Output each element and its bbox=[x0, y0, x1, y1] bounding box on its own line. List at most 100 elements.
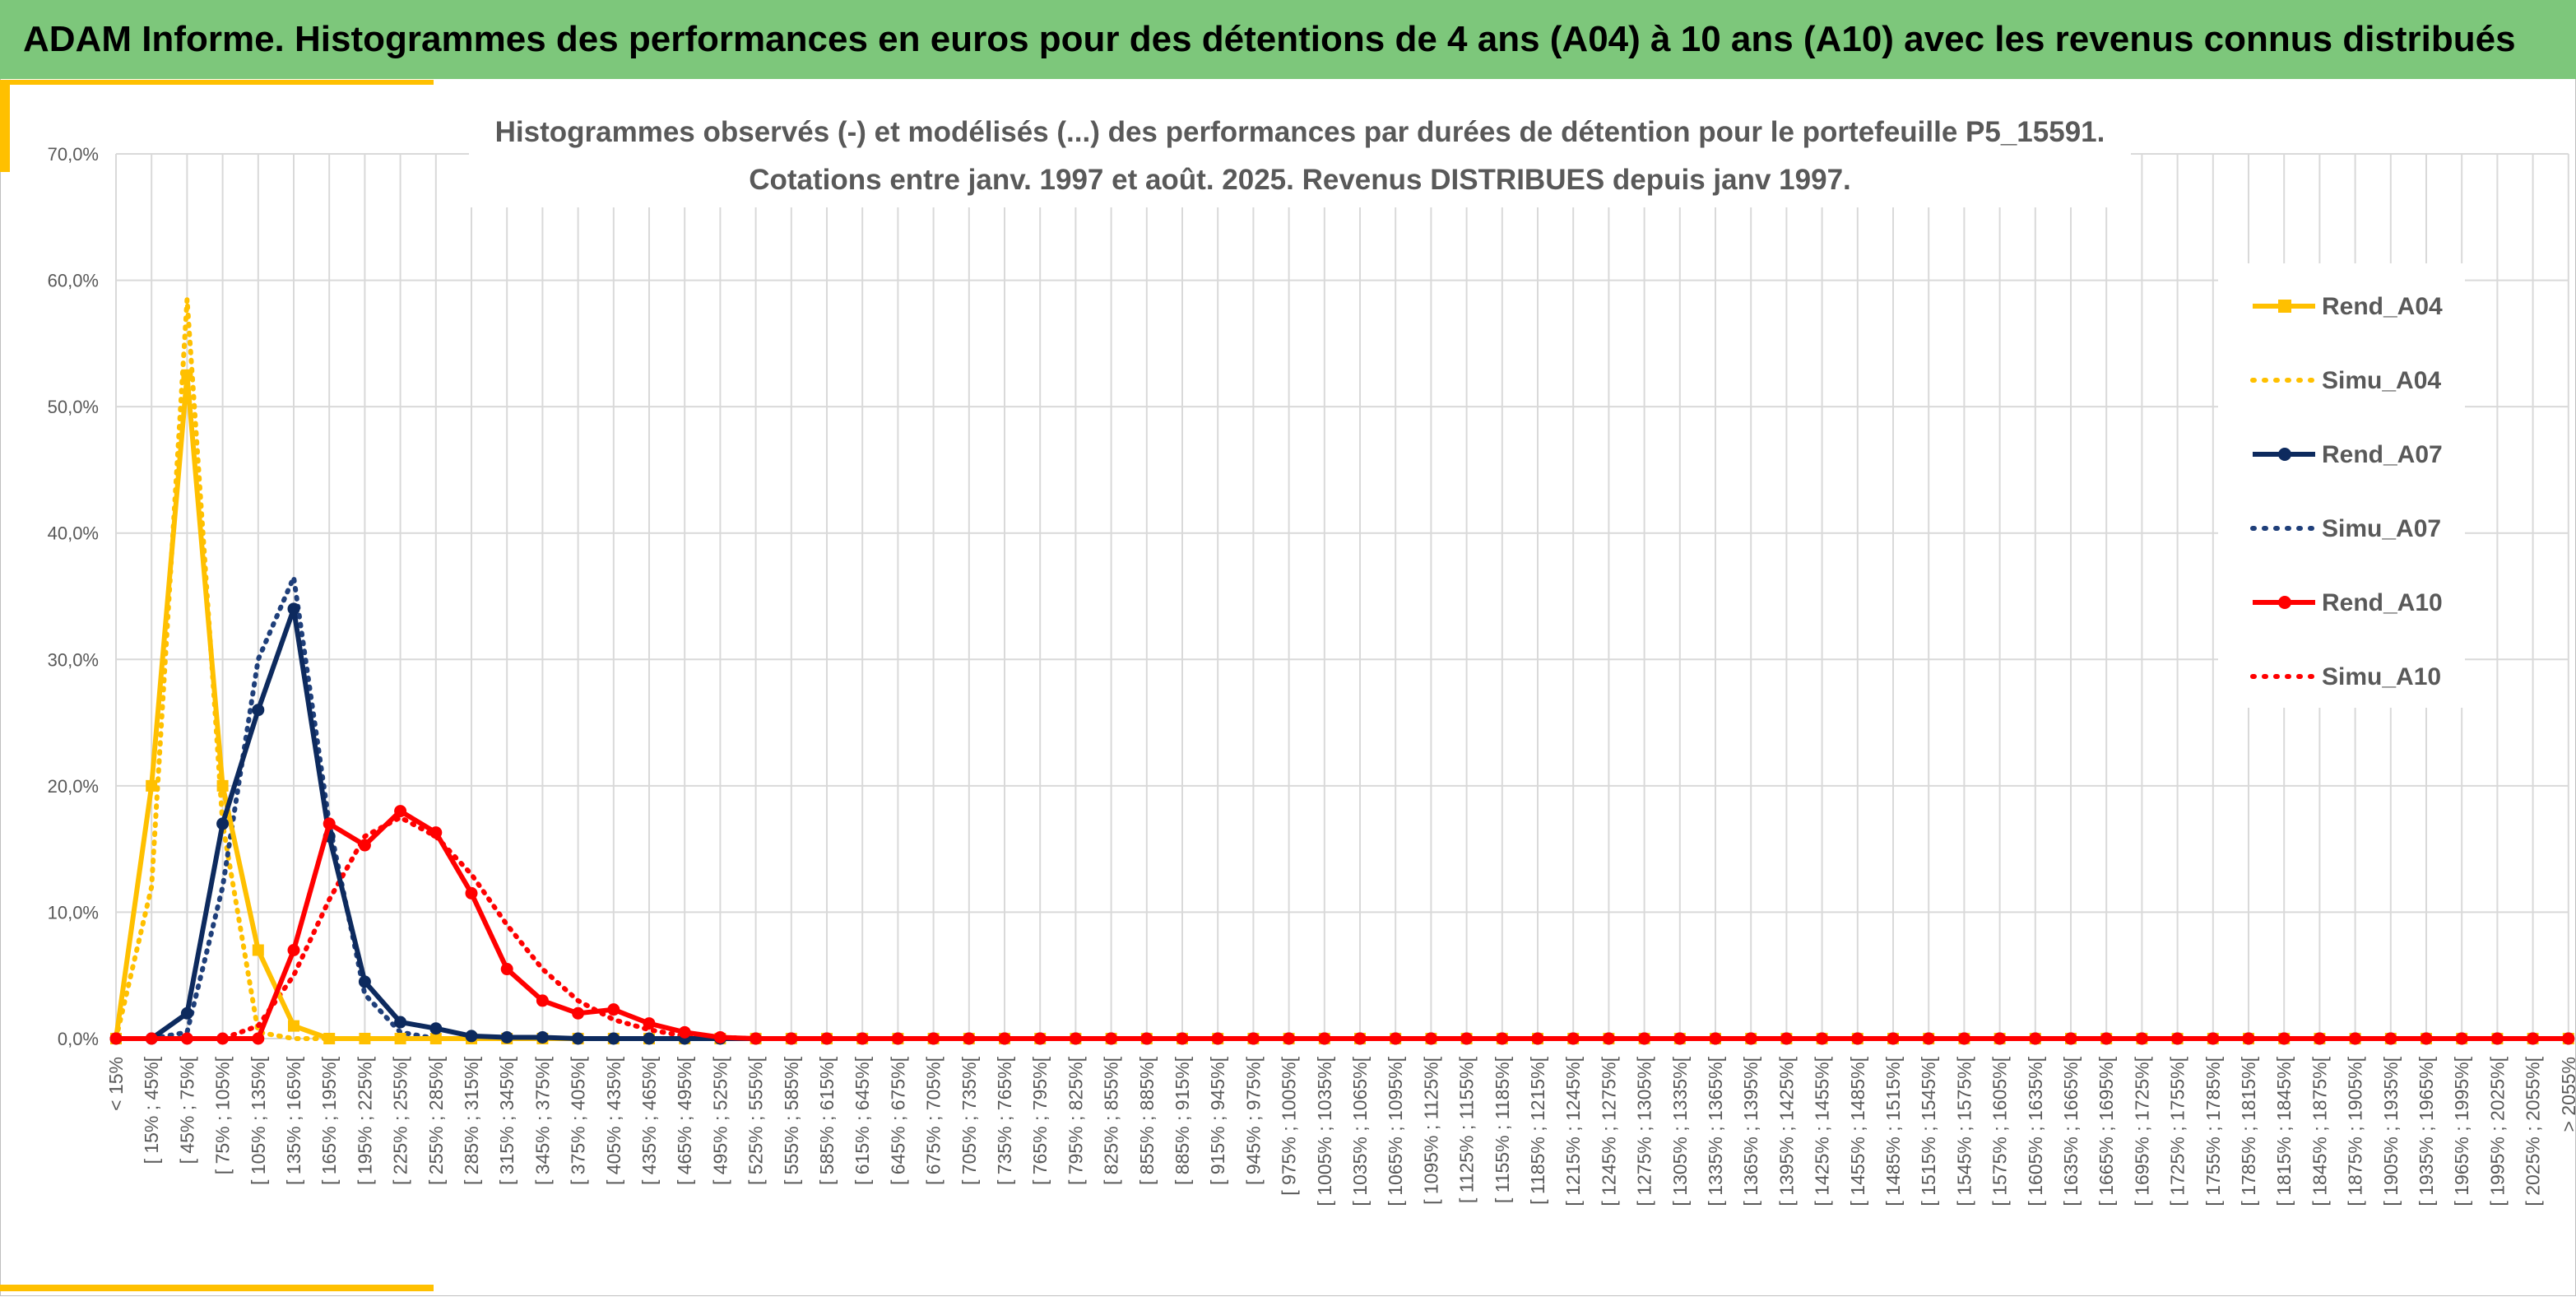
data-point bbox=[429, 826, 443, 839]
x-tick-label: [ 555% ; 585%[ bbox=[781, 1056, 802, 1185]
x-tick-label: [ 15% ; 45%[ bbox=[141, 1056, 162, 1164]
series-line bbox=[114, 296, 2571, 1041]
x-tick-label: [ 75% ; 105%[ bbox=[212, 1056, 234, 1174]
data-point bbox=[1176, 1032, 1189, 1045]
x-tick-label: [ 1095% ; 1125%[ bbox=[1420, 1056, 1441, 1204]
data-point bbox=[536, 994, 549, 1007]
data-point bbox=[2135, 1032, 2148, 1045]
x-tick-label: [ 285% ; 315%[ bbox=[461, 1056, 482, 1185]
legend-label: Simu_A04 bbox=[2322, 367, 2441, 394]
x-tick-label: [ 1755% ; 1785%[ bbox=[2202, 1056, 2224, 1206]
x-axis-ticks: < 15% [ 15% ; 45%[[ 45% ; 75%[[ 75% ; 105… bbox=[105, 1056, 2576, 1206]
data-point bbox=[287, 602, 300, 616]
data-point bbox=[2029, 1032, 2042, 1045]
x-tick-label: [ 405% ; 435%[ bbox=[603, 1056, 624, 1185]
data-point bbox=[252, 1032, 265, 1045]
x-tick-label: [ 1395% ; 1425%[ bbox=[1775, 1056, 1797, 1206]
data-point bbox=[323, 817, 336, 830]
legend-marker bbox=[2278, 596, 2291, 609]
data-point bbox=[678, 1025, 691, 1039]
y-tick-label: 60,0% bbox=[48, 271, 99, 291]
series-line bbox=[116, 606, 2569, 1041]
x-tick-label: [ 1455% ; 1485%[ bbox=[1847, 1056, 1868, 1206]
x-tick-label: < 15% bbox=[105, 1057, 127, 1111]
x-tick-label: [ 375% ; 405%[ bbox=[568, 1056, 589, 1185]
data-point bbox=[927, 1032, 940, 1045]
data-point bbox=[1069, 1032, 1082, 1045]
data-point bbox=[2349, 1032, 2362, 1045]
data-point bbox=[1709, 1032, 1722, 1045]
data-point bbox=[2420, 1032, 2433, 1045]
data-point bbox=[394, 1016, 407, 1029]
x-tick-label: [ 1635% ; 1665%[ bbox=[2060, 1056, 2082, 1206]
y-tick-label: 70,0% bbox=[48, 144, 99, 165]
x-tick-label: [ 315% ; 345%[ bbox=[496, 1056, 518, 1185]
data-point bbox=[1993, 1032, 2007, 1045]
data-point bbox=[713, 1030, 726, 1044]
x-tick-label: [ 1125% ; 1155%[ bbox=[1456, 1056, 1478, 1203]
x-tick-label: [ 225% ; 255%[ bbox=[390, 1056, 411, 1185]
legend-label: Rend_A07 bbox=[2322, 441, 2443, 468]
series-line bbox=[114, 815, 2571, 1041]
x-tick-label: [ 1695% ; 1725%[ bbox=[2131, 1056, 2152, 1206]
data-point bbox=[323, 1033, 336, 1044]
y-tick-label: 30,0% bbox=[48, 649, 99, 670]
x-tick-label: [ 945% ; 975%[ bbox=[1242, 1056, 1264, 1185]
gridlines bbox=[115, 153, 2569, 1039]
data-point bbox=[2171, 1032, 2184, 1045]
data-point bbox=[216, 1032, 230, 1045]
data-point bbox=[1496, 1032, 1509, 1045]
x-tick-label: [ 825% ; 855%[ bbox=[1101, 1056, 1122, 1185]
data-point bbox=[358, 839, 371, 852]
data-point bbox=[216, 817, 230, 830]
data-point bbox=[1353, 1032, 1367, 1045]
x-tick-label: [ 1665% ; 1695%[ bbox=[2096, 1056, 2117, 1206]
data-point bbox=[2527, 1032, 2540, 1045]
y-axis-ticks: 0,0% 10,0% 20,0% 30,0% 40,0% 50,0% 60,0% 70,0% bbox=[48, 144, 99, 1049]
x-tick-label: [ 675% ; 705%[ bbox=[923, 1056, 945, 1185]
x-tick-label: [ 1005% ; 1035%[ bbox=[1314, 1056, 1335, 1206]
legend-marker bbox=[2278, 300, 2291, 313]
x-tick-label: [ 525% ; 555%[ bbox=[745, 1056, 767, 1185]
data-point bbox=[891, 1032, 904, 1045]
chart-title: Histogrammes observés (-) et modélisés (… bbox=[495, 116, 2105, 148]
data-point bbox=[1957, 1032, 1970, 1045]
x-tick-label: [ 615% ; 645%[ bbox=[852, 1056, 873, 1185]
legend: Rend_A04 Simu_A04 Rend_A07 Simu_A07 Rend_A10… bbox=[2218, 263, 2465, 708]
data-point bbox=[500, 963, 513, 976]
data-point bbox=[1033, 1032, 1047, 1045]
x-tick-label: [ 1035% ; 1065%[ bbox=[1349, 1056, 1371, 1206]
y-tick-label: 0,0% bbox=[58, 1029, 99, 1049]
data-point bbox=[1460, 1032, 1474, 1045]
page-title: ADAM Informe. Histogrammes des performan… bbox=[23, 19, 2516, 59]
data-point bbox=[2277, 1032, 2291, 1045]
x-tick-label: [ 1605% ; 1635%[ bbox=[2025, 1056, 2046, 1206]
data-point bbox=[643, 1017, 656, 1030]
data-point bbox=[465, 1030, 478, 1043]
series-Simu_A04 bbox=[114, 296, 2571, 1041]
data-point bbox=[1816, 1032, 1829, 1045]
data-point bbox=[785, 1032, 798, 1045]
x-tick-label: [ 1785% ; 1815%[ bbox=[2238, 1056, 2259, 1206]
data-point bbox=[1566, 1032, 1580, 1045]
x-tick-label: [ 345% ; 375%[ bbox=[531, 1056, 553, 1185]
x-tick-label: [ 645% ; 675%[ bbox=[887, 1056, 908, 1185]
data-point bbox=[572, 1006, 585, 1020]
data-point bbox=[1424, 1032, 1437, 1045]
x-tick-label: [ 2025% ; 2055%[ bbox=[2523, 1056, 2544, 1206]
y-tick-label: 50,0% bbox=[48, 397, 99, 417]
data-point bbox=[1140, 1032, 1153, 1045]
x-tick-label: [ 255% ; 285%[ bbox=[425, 1056, 447, 1185]
x-tick-label: [ 1725% ; 1755%[ bbox=[2167, 1056, 2188, 1206]
x-tick-label: [ 1335% ; 1365%[ bbox=[1705, 1056, 1726, 1206]
x-tick-label: [ 165% ; 195%[ bbox=[318, 1056, 340, 1185]
data-point bbox=[1638, 1032, 1651, 1045]
legend-label: Simu_A07 bbox=[2322, 515, 2441, 542]
x-tick-label: [ 585% ; 615%[ bbox=[816, 1056, 838, 1185]
x-tick-label: [ 885% ; 915%[ bbox=[1172, 1056, 1193, 1185]
data-point bbox=[2064, 1032, 2077, 1045]
data-point bbox=[536, 1030, 549, 1044]
data-point bbox=[2455, 1032, 2468, 1045]
series-lines bbox=[109, 296, 2575, 1045]
x-tick-label: [ 1875% ; 1905%[ bbox=[2345, 1056, 2366, 1206]
